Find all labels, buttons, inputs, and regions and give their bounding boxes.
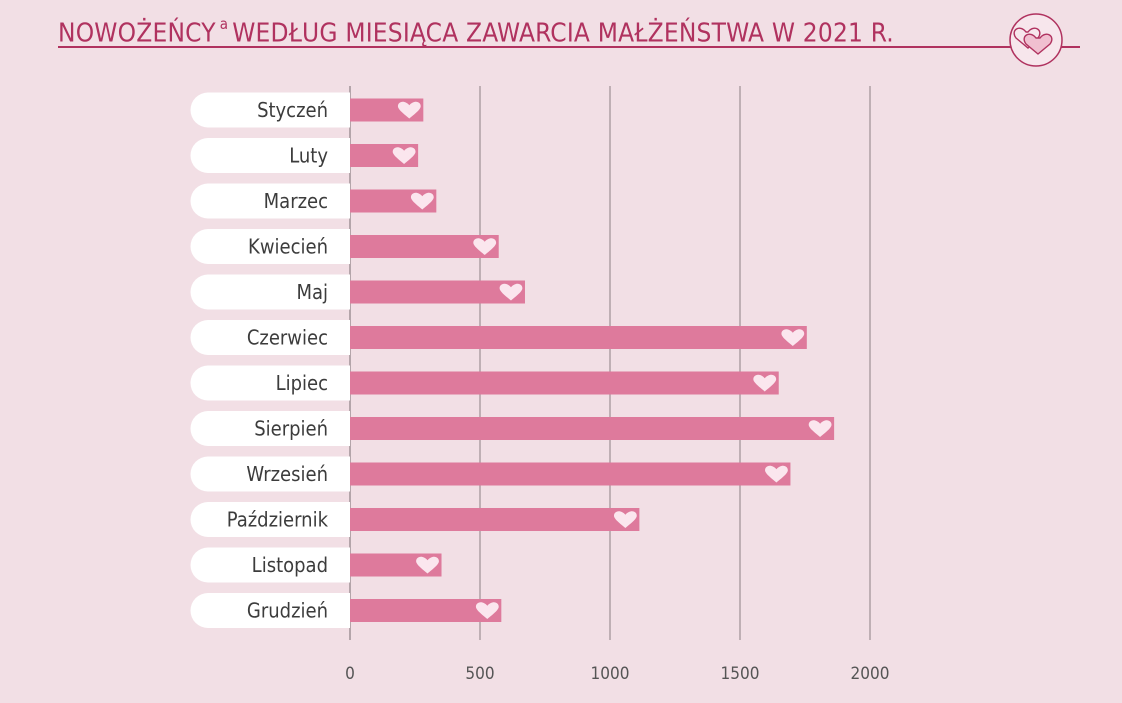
category-label: Lipiec — [276, 371, 328, 395]
category-pill — [190, 593, 350, 628]
heart-icon — [613, 511, 637, 529]
heart-icon — [475, 602, 499, 620]
double-heart-logo-icon — [1009, 13, 1063, 67]
title-superscript: a — [219, 15, 229, 33]
bar — [350, 508, 640, 531]
category-labels: Styczeń Luty Marzec Kwiecień Maj Czerwiec Lipi… — [227, 98, 329, 623]
category-pill — [190, 92, 350, 128]
bars — [350, 98, 835, 622]
x-tick-label: 0 — [345, 664, 355, 684]
x-tick-label: 500 — [465, 664, 494, 684]
heart-icon — [416, 556, 439, 574]
bar-hearts — [392, 101, 832, 620]
heart-icon — [765, 465, 788, 483]
heart-icon — [499, 283, 523, 301]
bar — [350, 371, 779, 395]
heart-icon — [781, 329, 805, 347]
category-pill — [190, 229, 350, 264]
title-block: NOWOŻEŃCY a WEDŁUG MIESIĄCA ZAWARCIA MAŁŻE… — [58, 10, 1080, 50]
category-label: Maj — [296, 280, 328, 304]
category-pill — [190, 456, 350, 492]
title-rest: WEDŁUG MIESIĄCA ZAWARCIA MAŁŻEŃSTWA W 20… — [232, 18, 894, 49]
category-pill — [190, 138, 350, 173]
category-label: Marzec — [264, 189, 328, 213]
category-pill — [190, 274, 350, 310]
bar — [350, 417, 835, 440]
category-pill — [190, 365, 350, 401]
bar — [350, 462, 791, 486]
heart-icon — [808, 420, 832, 438]
category-label: Kwiecień — [248, 235, 328, 259]
heart-icon — [473, 238, 497, 256]
x-tick-label: 1000 — [591, 664, 630, 684]
title-underline — [58, 46, 1080, 48]
category-pill — [190, 502, 350, 537]
bar — [350, 599, 502, 622]
x-tick-label: 2000 — [851, 664, 890, 684]
category-label-pills — [190, 92, 350, 628]
category-label: Styczeń — [257, 98, 328, 122]
category-label: Luty — [289, 144, 328, 168]
category-label: Grudzień — [247, 599, 328, 623]
heart-icon — [410, 192, 434, 210]
category-label: Październik — [227, 508, 329, 532]
title-main: NOWOŻEŃCY — [58, 18, 216, 49]
category-pill — [190, 411, 350, 446]
heart-icon — [397, 101, 421, 119]
bar — [350, 326, 807, 349]
category-pill — [190, 320, 350, 355]
category-label: Czerwiec — [247, 326, 328, 350]
heart-icon — [392, 147, 416, 165]
heart-icon — [753, 374, 777, 392]
x-tick-label: 1500 — [721, 664, 760, 684]
chart-title: NOWOŻEŃCY a WEDŁUG MIESIĄCA ZAWARCIA MAŁŻE… — [58, 10, 894, 51]
category-label: Listopad — [252, 553, 328, 577]
category-label: Sierpień — [254, 417, 328, 441]
category-label: Wrzesień — [246, 462, 328, 486]
bar — [350, 235, 499, 258]
x-axis-ticks: 0 500 1000 1500 2000 — [345, 664, 889, 684]
category-pill — [190, 547, 350, 583]
bar — [350, 280, 525, 304]
category-pill — [190, 183, 350, 219]
